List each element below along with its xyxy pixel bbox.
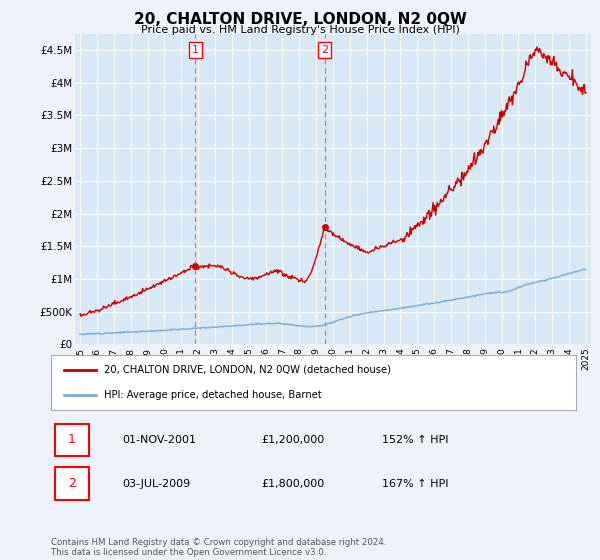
Text: 01-NOV-2001: 01-NOV-2001 bbox=[122, 435, 196, 445]
Text: 1: 1 bbox=[192, 45, 199, 55]
Text: 03-JUL-2009: 03-JUL-2009 bbox=[122, 479, 190, 488]
Text: 20, CHALTON DRIVE, LONDON, N2 0QW (detached house): 20, CHALTON DRIVE, LONDON, N2 0QW (detac… bbox=[104, 365, 391, 375]
FancyBboxPatch shape bbox=[55, 423, 89, 456]
Text: Price paid vs. HM Land Registry's House Price Index (HPI): Price paid vs. HM Land Registry's House … bbox=[140, 25, 460, 35]
Text: 2: 2 bbox=[321, 45, 328, 55]
Text: 2: 2 bbox=[68, 477, 76, 490]
Text: Contains HM Land Registry data © Crown copyright and database right 2024.
This d: Contains HM Land Registry data © Crown c… bbox=[51, 538, 386, 557]
Text: 167% ↑ HPI: 167% ↑ HPI bbox=[382, 479, 448, 488]
Text: 152% ↑ HPI: 152% ↑ HPI bbox=[382, 435, 448, 445]
FancyBboxPatch shape bbox=[55, 467, 89, 500]
Text: 1: 1 bbox=[68, 433, 76, 446]
Text: £1,200,000: £1,200,000 bbox=[261, 435, 324, 445]
Text: £1,800,000: £1,800,000 bbox=[261, 479, 324, 488]
Text: HPI: Average price, detached house, Barnet: HPI: Average price, detached house, Barn… bbox=[104, 390, 321, 400]
Text: 20, CHALTON DRIVE, LONDON, N2 0QW: 20, CHALTON DRIVE, LONDON, N2 0QW bbox=[134, 12, 466, 27]
